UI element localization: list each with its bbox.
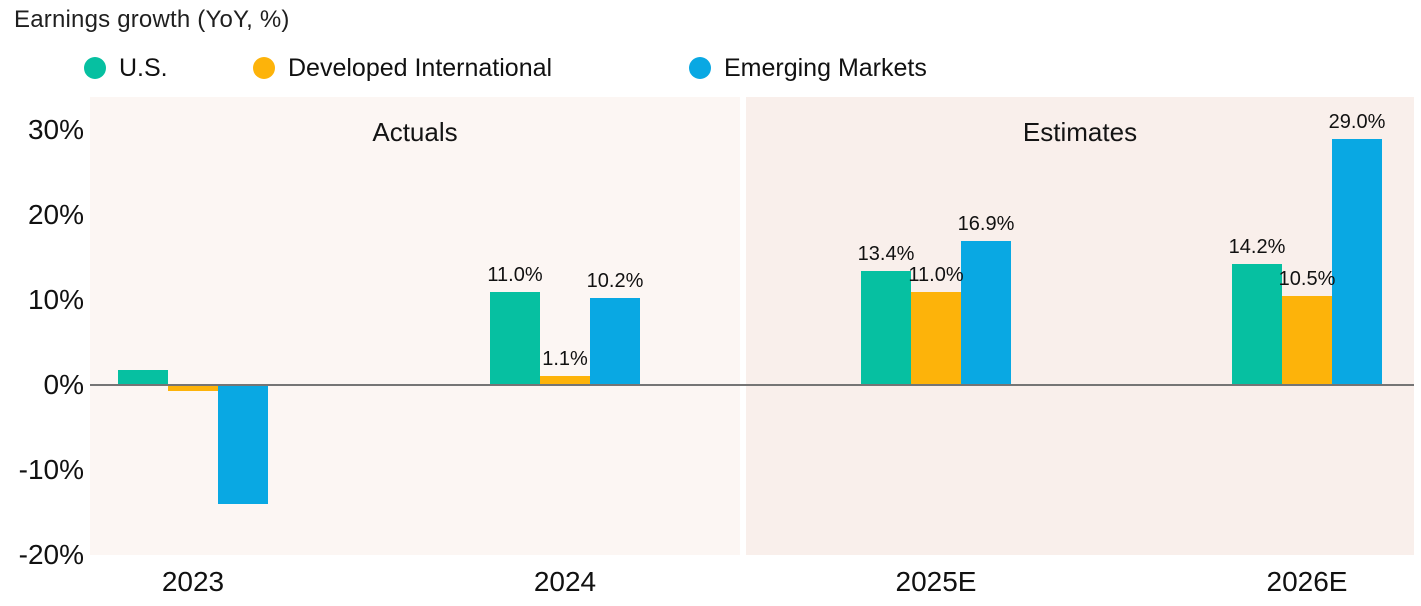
zero-baseline [90, 384, 1414, 386]
legend-dot-developed-international [253, 57, 275, 79]
bar-value-label-developed-international-2025e: 11.0% [908, 263, 964, 286]
y-tick-0pct: 0% [43, 369, 84, 400]
legend-dot-emerging-markets [689, 57, 711, 79]
bar-developed-international-2025e [911, 291, 961, 385]
legend-label: Emerging Markets [724, 53, 927, 82]
chart-legend: U.S. Developed International Emerging Mark… [0, 52, 1421, 84]
plot-area: Actuals Estimates 11.0% 1.1% 10.2% 13.4% 11.0%… [90, 97, 1414, 555]
bar-developed-international-2023 [168, 385, 218, 391]
section-background-actuals [90, 97, 740, 555]
y-tick--20pct: -20% [18, 539, 84, 570]
legend-dot-u-s [84, 57, 106, 79]
bar-u-s-2025e [861, 271, 911, 385]
bar-value-label-developed-international-2024: 1.1% [542, 347, 588, 370]
x-label-2025e: 2025E [895, 566, 977, 597]
x-label-2026e: 2026E [1266, 566, 1348, 597]
x-label-2024: 2024 [533, 566, 597, 597]
chart-title: Earnings growth (YoY, %) [14, 6, 290, 33]
y-tick-20pct: 20% [27, 199, 84, 230]
legend-item-u-s: U.S. [84, 52, 168, 84]
y-tick-10pct: 10% [27, 284, 84, 315]
bar-value-label-emerging-markets-2026e: 29.0% [1328, 110, 1386, 133]
bar-value-label-developed-international-2026e: 10.5% [1278, 267, 1336, 290]
x-label-2023: 2023 [161, 566, 225, 597]
y-tick--10pct: -10% [18, 454, 84, 485]
bar-value-label-emerging-markets-2024: 10.2% [586, 270, 644, 293]
bar-u-s-2026e [1232, 264, 1282, 385]
bar-emerging-markets-2026e [1332, 138, 1382, 385]
bar-u-s-2024 [490, 291, 540, 385]
legend-label: Developed International [288, 53, 553, 82]
bar-emerging-markets-2023 [218, 385, 268, 504]
bar-emerging-markets-2025e [961, 241, 1011, 385]
bar-developed-international-2026e [1282, 295, 1332, 385]
bar-value-label-u-s-2024: 11.0% [487, 263, 543, 286]
bar-emerging-markets-2024 [590, 298, 640, 385]
legend-item-developed-international: Developed International [253, 52, 552, 84]
bar-value-label-emerging-markets-2025e: 16.9% [957, 213, 1015, 236]
y-tick-30pct: 30% [27, 114, 84, 145]
legend-label: U.S. [119, 53, 168, 82]
legend-item-emerging-markets: Emerging Markets [689, 52, 927, 84]
bar-value-label-u-s-2026e: 14.2% [1228, 236, 1286, 259]
bar-value-label-u-s-2025e: 13.4% [857, 243, 915, 266]
section-label-estimates: Estimates [1022, 117, 1138, 147]
section-label-actuals: Actuals [372, 117, 458, 147]
bar-u-s-2023 [118, 369, 168, 385]
bar-developed-international-2024 [540, 375, 590, 385]
